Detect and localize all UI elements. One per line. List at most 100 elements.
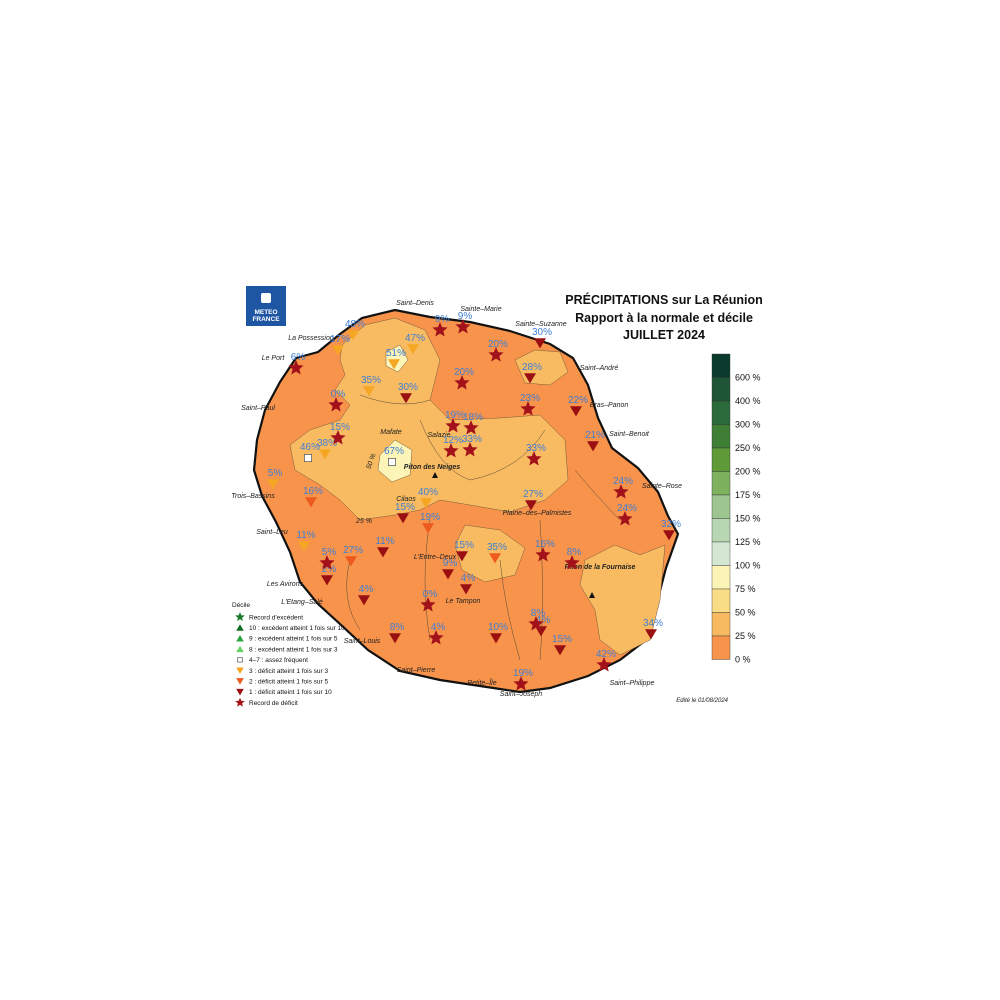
place-name: L'Entre–Deux xyxy=(414,554,457,561)
marker-triangle xyxy=(298,541,310,552)
marker-triangle xyxy=(236,624,244,631)
station-value: 4% xyxy=(461,573,476,584)
station-value: 15% xyxy=(552,634,572,645)
place-name: Sainte–Suzanne xyxy=(515,321,566,328)
marker-triangle xyxy=(489,553,501,564)
station-value: 33% xyxy=(462,434,482,445)
station-value: 40% xyxy=(418,487,438,498)
place-name: Sainte–Marie xyxy=(460,306,501,313)
marker-triangle xyxy=(570,406,582,417)
marker-star xyxy=(617,511,633,526)
marker-triangle xyxy=(236,667,244,674)
scale-swatch xyxy=(711,424,731,449)
marker-triangle xyxy=(319,449,331,460)
peak-marker xyxy=(432,472,438,478)
scale-swatch xyxy=(711,635,731,660)
station-value: 46% xyxy=(300,442,320,453)
scale-swatch xyxy=(711,565,731,590)
station-value: 4% xyxy=(431,622,446,633)
marker-triangle xyxy=(400,393,412,404)
scale-label: 300 % xyxy=(735,420,761,430)
station-value: 11% xyxy=(296,530,315,541)
marker-triangle xyxy=(397,513,409,524)
station-value: 18% xyxy=(463,412,483,423)
scale-label: 600 % xyxy=(735,373,761,383)
station-value: 9% xyxy=(435,314,450,325)
place-name: Saint–André xyxy=(580,365,619,372)
marker-square xyxy=(388,458,396,466)
logo-text: METEO xyxy=(254,309,277,316)
legend-label: 10 : excédent atteint 1 fois sur 10 xyxy=(249,625,345,632)
scale-swatch xyxy=(711,612,731,637)
scale-swatch xyxy=(711,541,731,566)
marker-star xyxy=(596,657,612,672)
contour-label: 25 % xyxy=(355,518,372,525)
place-name: Sainte–Rose xyxy=(642,483,682,490)
scale-swatch xyxy=(711,494,731,519)
marker-triangle xyxy=(358,595,370,606)
legend-label: 3 : déficit atteint 1 fois sur 3 xyxy=(249,668,329,675)
place-name: Le Tampon xyxy=(446,598,481,605)
marker-star xyxy=(330,430,346,445)
legend-label: 1 : déficit atteint 1 fois sur 10 xyxy=(249,689,332,696)
scale-label: 25 % xyxy=(735,631,756,641)
zone-25-50 xyxy=(289,317,569,521)
station-value: 27% xyxy=(343,545,363,556)
station-value: 33% xyxy=(526,443,546,454)
marker-star xyxy=(513,676,529,691)
place-names: Saint–Denis Sainte–Marie Sainte–Suzanne La … xyxy=(231,300,682,698)
station-value: 15% xyxy=(330,422,350,433)
station-value: 30% xyxy=(532,327,552,338)
place-name: Les Avirons xyxy=(267,581,304,588)
station-value: 22% xyxy=(568,395,588,406)
color-scale: 600 % 400 % 300 % 250 % 200 % 175 % 150 % 125 %… xyxy=(711,353,761,665)
marker-triangle xyxy=(236,688,244,696)
legend-label: 4–7 : assez fréquent xyxy=(249,657,308,664)
station-value: 10% xyxy=(488,622,508,633)
marker-triangle xyxy=(332,345,344,356)
marker-triangle xyxy=(389,633,401,644)
station-value: 47% xyxy=(405,333,425,344)
marker-star xyxy=(428,630,444,645)
marker-star xyxy=(319,555,335,570)
zone-50-75 xyxy=(385,344,409,373)
marker-triangle xyxy=(236,678,244,685)
marker-triangle xyxy=(554,645,566,656)
station-value: 35% xyxy=(487,542,507,553)
marker-triangle xyxy=(305,497,317,508)
station-value: 19% xyxy=(445,410,465,421)
marker-star xyxy=(535,547,551,562)
scale-label: 100 % xyxy=(735,561,761,571)
scale-label: 175 % xyxy=(735,490,761,500)
scale-label: 400 % xyxy=(735,396,761,406)
stations: 46% 67% 48% 17% 51% 47% 35% 38% 5% 40% 11% 16% 19% 27… xyxy=(267,311,681,691)
station-value: 42% xyxy=(596,649,616,660)
marker-star xyxy=(463,420,479,435)
place-name: Saint–Denis xyxy=(396,300,434,307)
marker-triangle xyxy=(345,556,357,567)
logo-icon xyxy=(261,293,271,303)
marker-star xyxy=(526,451,542,466)
marker-triangle xyxy=(442,569,454,580)
station-value: 16% xyxy=(535,539,555,550)
marker-square xyxy=(304,454,312,462)
station-value: 27% xyxy=(523,489,543,500)
place-name: Le Port xyxy=(262,355,286,362)
place-name: Saint–Philippe xyxy=(610,680,655,687)
station-value: 21% xyxy=(585,430,605,441)
marker-star xyxy=(454,375,470,390)
scale-swatch xyxy=(711,353,731,378)
marker-triangle xyxy=(663,530,675,541)
station-value: 12% xyxy=(443,435,463,446)
legend-label: 9 : excédent atteint 1 fois sur 5 xyxy=(249,636,338,643)
marker-star xyxy=(420,597,436,612)
scale-label: 50 % xyxy=(735,608,756,618)
marker-triangle xyxy=(236,645,244,653)
station-value: 34% xyxy=(643,618,663,629)
logo-box xyxy=(246,286,286,326)
station-value: 9% xyxy=(443,558,458,569)
station-value: 20% xyxy=(454,367,474,378)
station-value: 24% xyxy=(613,476,633,487)
station-value: 17% xyxy=(330,334,350,345)
